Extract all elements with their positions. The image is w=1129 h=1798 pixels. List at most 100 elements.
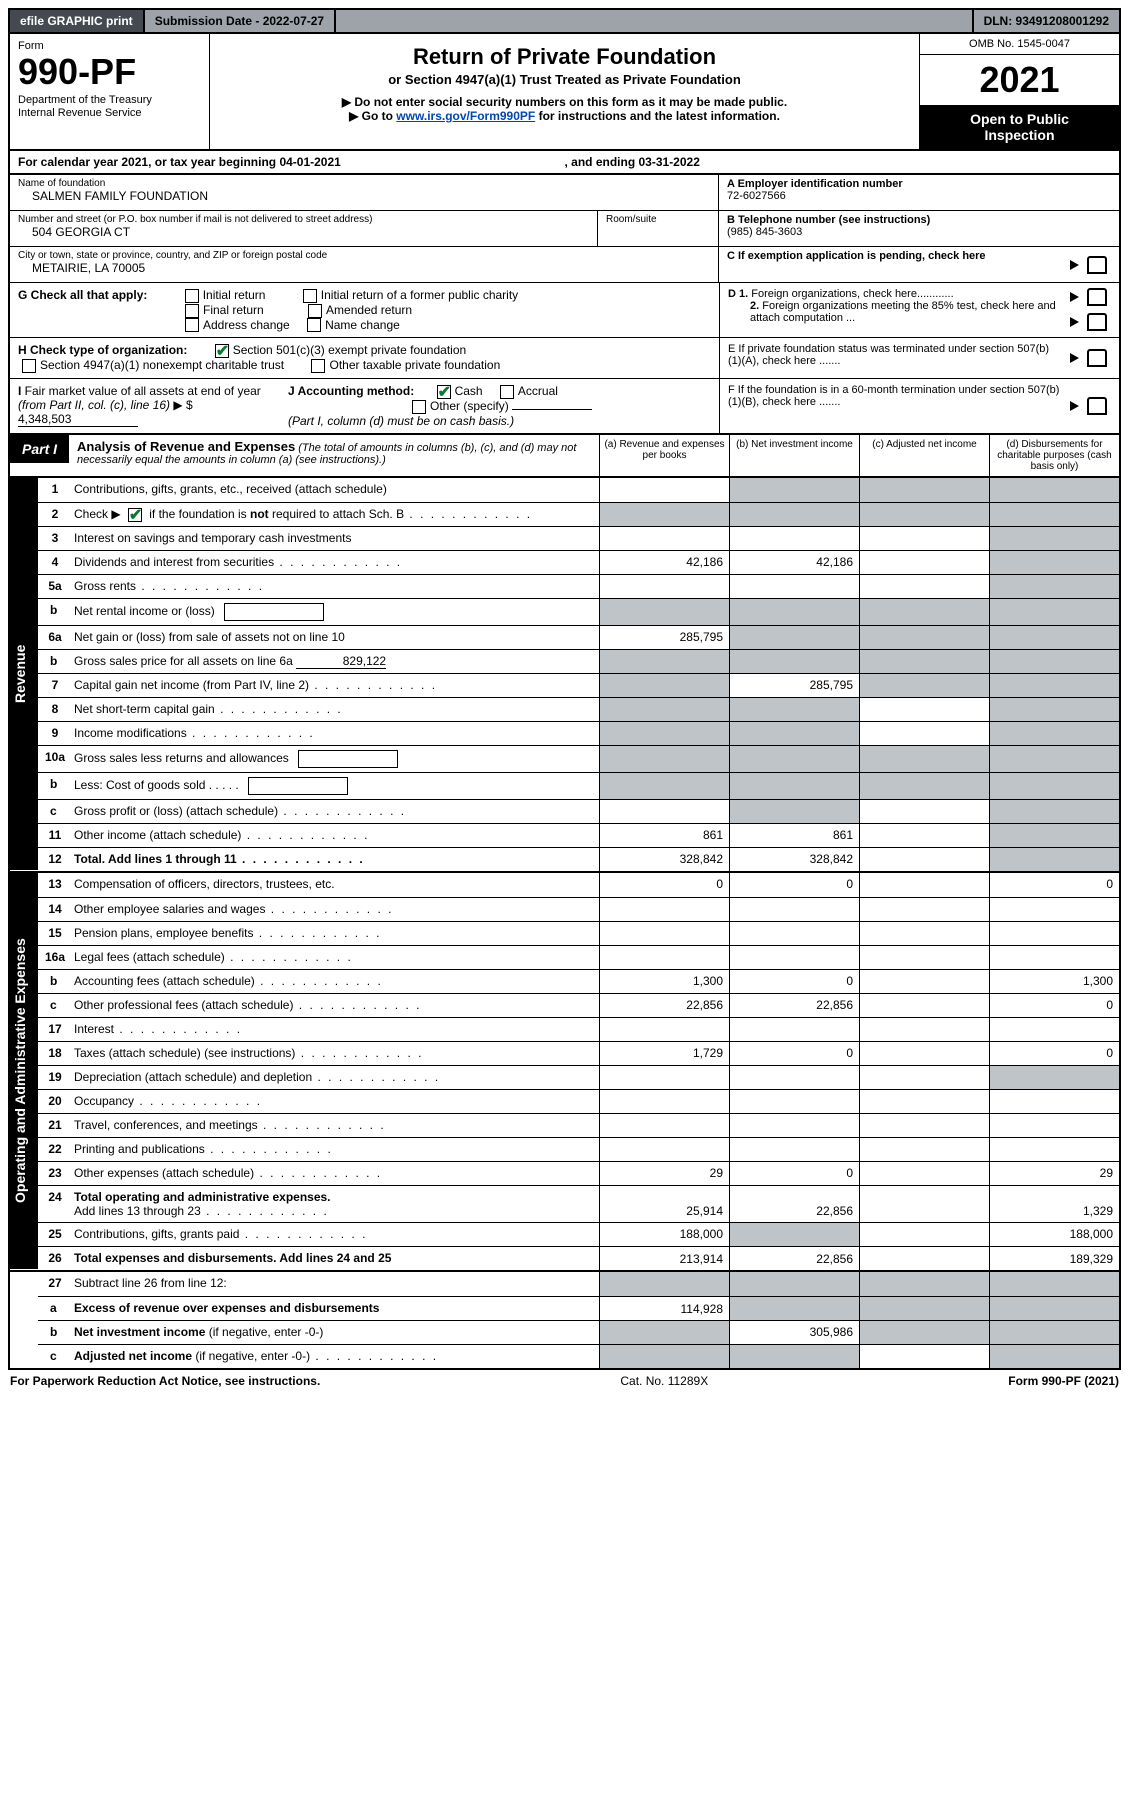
desc-10a: Gross sales less returns and allowances bbox=[72, 746, 599, 772]
part1-title: Analysis of Revenue and Expenses bbox=[77, 439, 295, 454]
cell-9b bbox=[729, 722, 859, 745]
instr-link-row: ▶ Go to www.irs.gov/Form990PF for instru… bbox=[218, 109, 911, 123]
cell-6ac bbox=[859, 626, 989, 649]
g-address-change-checkbox[interactable] bbox=[185, 318, 199, 332]
cell-8b bbox=[729, 698, 859, 721]
e-label: E If private foundation status was termi… bbox=[728, 343, 1111, 367]
cell-10ad bbox=[989, 746, 1119, 772]
cell-2d bbox=[989, 503, 1119, 526]
h-4947-checkbox[interactable] bbox=[22, 359, 36, 373]
tax-year: 2021 bbox=[920, 55, 1119, 105]
open-public-badge: Open to PublicInspection bbox=[920, 105, 1119, 149]
desc-14: Other employee salaries and wages bbox=[72, 898, 599, 921]
ln-2: 2 bbox=[38, 503, 72, 526]
cell-7c bbox=[859, 674, 989, 697]
cell-18d: 0 bbox=[989, 1042, 1119, 1065]
cell-7a bbox=[599, 674, 729, 697]
g-name-change-checkbox[interactable] bbox=[307, 318, 321, 332]
g-initial-return-label: Initial return bbox=[203, 288, 266, 302]
cell-11b: 861 bbox=[729, 824, 859, 847]
cell-17b bbox=[729, 1018, 859, 1041]
cell-27ba bbox=[599, 1321, 729, 1344]
j-cash-checkbox[interactable] bbox=[437, 385, 451, 399]
cell-8c bbox=[859, 698, 989, 721]
ln-14: 14 bbox=[38, 898, 72, 921]
d2-checkbox[interactable] bbox=[1087, 313, 1107, 331]
triangle-icon bbox=[1070, 260, 1079, 270]
ln-10a: 10a bbox=[38, 746, 72, 772]
cell-25a: 188,000 bbox=[599, 1223, 729, 1246]
cell-4a: 42,186 bbox=[599, 551, 729, 574]
efile-print-pill[interactable]: efile GRAPHIC print bbox=[10, 10, 145, 32]
ln-8: 8 bbox=[38, 698, 72, 721]
f-checkbox[interactable] bbox=[1087, 397, 1107, 415]
footer-right: Form 990-PF (2021) bbox=[1008, 1374, 1119, 1388]
desc-24: Total operating and administrative expen… bbox=[72, 1186, 599, 1222]
cell-3b bbox=[729, 527, 859, 550]
cell-2c bbox=[859, 503, 989, 526]
cell-5aa bbox=[599, 575, 729, 598]
j-note: (Part I, column (d) must be on cash basi… bbox=[288, 414, 514, 428]
cell-9c bbox=[859, 722, 989, 745]
g-amended-checkbox[interactable] bbox=[308, 304, 322, 318]
topbar-spacer bbox=[336, 10, 973, 32]
cell-23a: 29 bbox=[599, 1162, 729, 1185]
ln-10b: b bbox=[38, 773, 72, 799]
g-final-return-checkbox[interactable] bbox=[185, 304, 199, 318]
d1-checkbox[interactable] bbox=[1087, 288, 1107, 306]
ln-7: 7 bbox=[38, 674, 72, 697]
g-initial-former-checkbox[interactable] bbox=[303, 289, 317, 303]
j-accrual-checkbox[interactable] bbox=[500, 385, 514, 399]
cell-8a bbox=[599, 698, 729, 721]
cell-5bd bbox=[989, 599, 1119, 625]
c-checkbox[interactable] bbox=[1087, 256, 1107, 274]
cell-13b: 0 bbox=[729, 873, 859, 897]
cell-27cd bbox=[989, 1345, 1119, 1368]
ln-16c: c bbox=[38, 994, 72, 1017]
desc-8: Net short-term capital gain bbox=[72, 698, 599, 721]
city-value: METAIRIE, LA 70005 bbox=[18, 261, 710, 275]
room-suite-label: Room/suite bbox=[598, 211, 718, 246]
form990pf-link[interactable]: www.irs.gov/Form990PF bbox=[396, 109, 535, 123]
cell-24b: 22,856 bbox=[729, 1186, 859, 1222]
cell-10cb bbox=[729, 800, 859, 823]
h-other-taxable-checkbox[interactable] bbox=[311, 359, 325, 373]
cell-27aa: 114,928 bbox=[599, 1297, 729, 1320]
cell-12a: 328,842 bbox=[599, 848, 729, 871]
ein-value: 72-6027566 bbox=[727, 190, 1111, 202]
street-label: Number and street (or P.O. box number if… bbox=[18, 214, 589, 225]
ln-27c: c bbox=[38, 1345, 72, 1368]
g-initial-return-checkbox[interactable] bbox=[185, 289, 199, 303]
desc-22: Printing and publications bbox=[72, 1138, 599, 1161]
e-checkbox[interactable] bbox=[1087, 349, 1107, 367]
cell-15b bbox=[729, 922, 859, 945]
h-label: H Check type of organization: bbox=[18, 343, 187, 357]
cell-18c bbox=[859, 1042, 989, 1065]
f-row: F If the foundation is in a 60-month ter… bbox=[719, 379, 1119, 433]
cell-6bc bbox=[859, 650, 989, 673]
desc-25: Contributions, gifts, grants paid bbox=[72, 1223, 599, 1246]
desc-27c: Adjusted net income (if negative, enter … bbox=[72, 1345, 599, 1368]
ln-6a: 6a bbox=[38, 626, 72, 649]
desc-27: Subtract line 26 from line 12: bbox=[72, 1272, 599, 1296]
desc-10c: Gross profit or (loss) (attach schedule) bbox=[72, 800, 599, 823]
desc-18: Taxes (attach schedule) (see instruction… bbox=[72, 1042, 599, 1065]
cell-7d bbox=[989, 674, 1119, 697]
cell-10aa bbox=[599, 746, 729, 772]
cell-10ca bbox=[599, 800, 729, 823]
ln-16a: 16a bbox=[38, 946, 72, 969]
desc-5a: Gross rents bbox=[72, 575, 599, 598]
footer-mid: Cat. No. 11289X bbox=[620, 1374, 708, 1388]
ln-9: 9 bbox=[38, 722, 72, 745]
form-title: Return of Private Foundation bbox=[218, 44, 911, 70]
h-501c3-checkbox[interactable] bbox=[215, 344, 229, 358]
cell-22a bbox=[599, 1138, 729, 1161]
cell-16ac bbox=[859, 946, 989, 969]
foundation-name-label: Name of foundation bbox=[18, 178, 710, 189]
info-block: Name of foundation SALMEN FAMILY FOUNDAT… bbox=[8, 175, 1121, 283]
ln-19: 19 bbox=[38, 1066, 72, 1089]
cell-23c bbox=[859, 1162, 989, 1185]
schb-checkbox[interactable] bbox=[128, 508, 142, 522]
col-b-head: (b) Net investment income bbox=[729, 435, 859, 476]
j-other-checkbox[interactable] bbox=[412, 400, 426, 414]
